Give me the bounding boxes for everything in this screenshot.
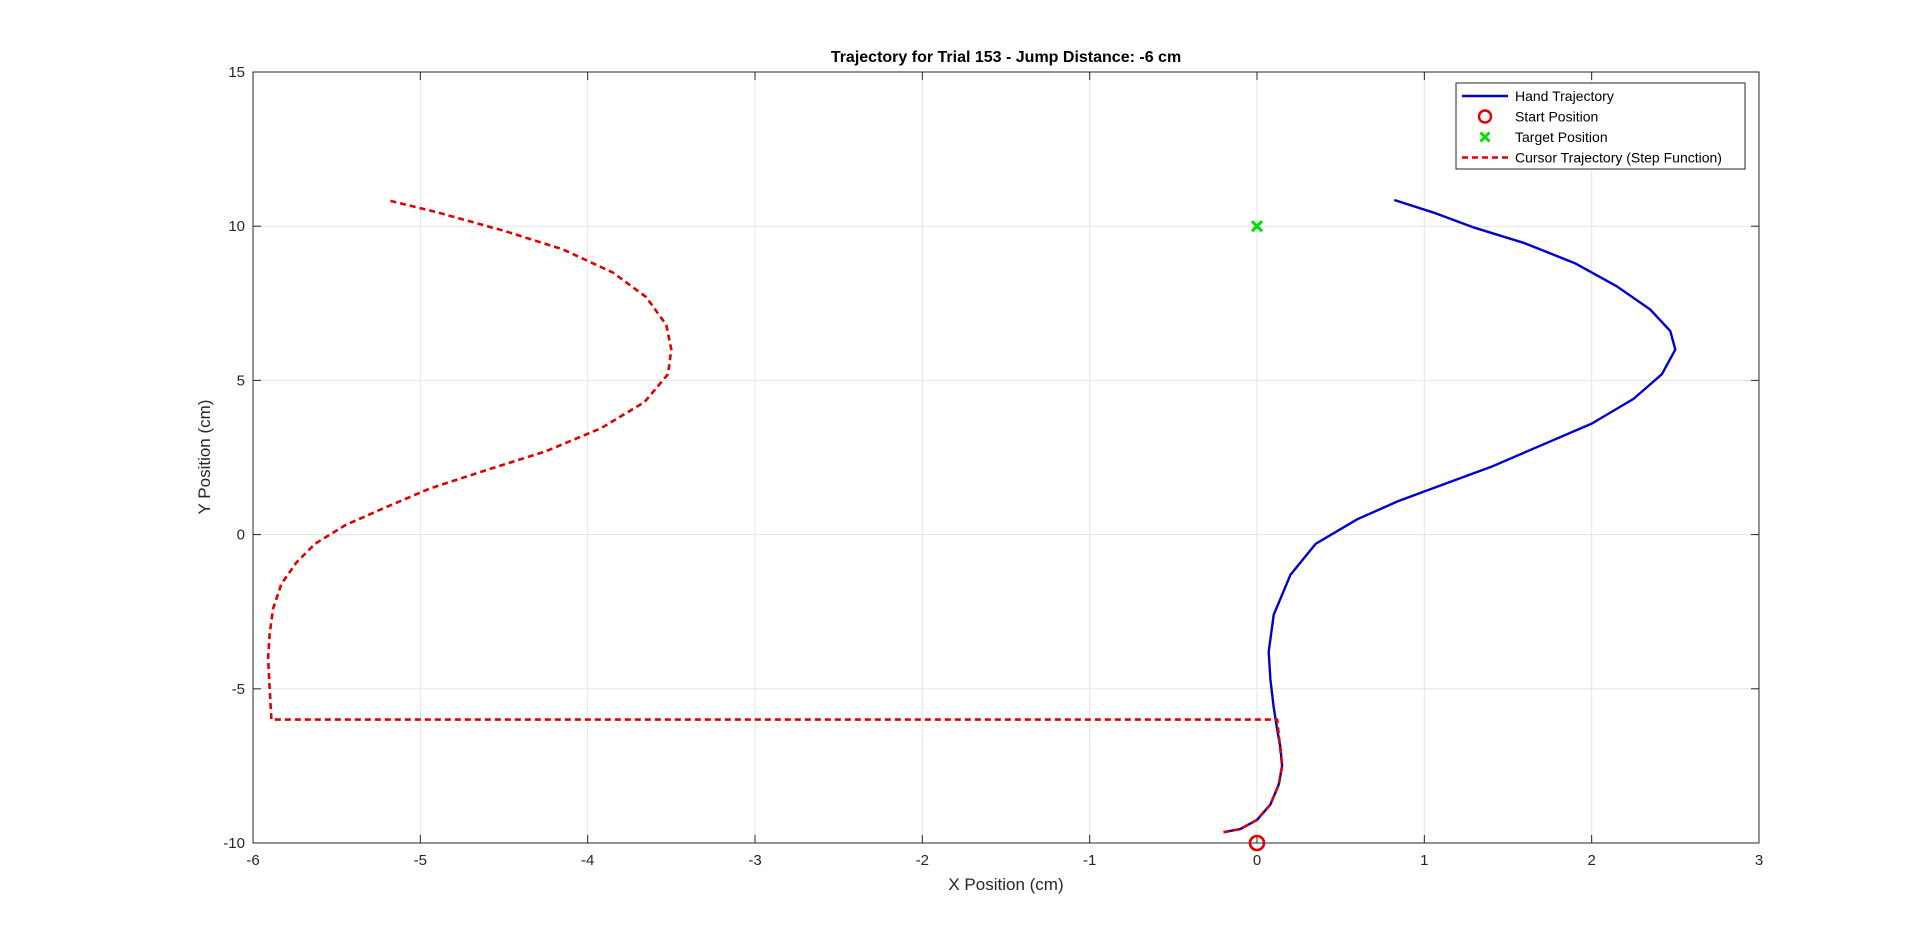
x-tick-label: 2 [1587,852,1595,869]
y-tick-label: 15 [228,64,245,81]
legend-label: Hand Trajectory [1515,88,1614,104]
y-tick-label: 0 [237,527,245,544]
x-tick-label: -2 [916,852,929,869]
x-axis-label: X Position (cm) [948,875,1063,894]
x-tick-label: 1 [1420,852,1428,869]
x-tick-label: 3 [1755,852,1763,869]
x-tick-label: -5 [414,852,427,869]
legend-swatch-target [1479,131,1491,143]
hand-trajectory-line [1223,198,1677,834]
x-tick-label: -1 [1083,852,1096,869]
legend-swatch-start [1477,109,1493,124]
x-tick-label: -4 [581,852,594,869]
x-tick-label: -3 [748,852,761,869]
legend-label: Target Position [1515,129,1608,145]
x-tick-label: 0 [1253,852,1261,869]
plot-data [266,198,1677,852]
legend-box [1455,82,1746,170]
start-position-marker [1248,834,1266,852]
y-tick-label: -5 [232,681,245,698]
y-axis-label: Y Position (cm) [195,400,214,515]
target-position-marker [1250,220,1264,233]
chart-title: Trajectory for Trial 153 - Jump Distance… [831,49,1181,66]
y-tick-label: 5 [237,372,245,389]
y-tick-label: -10 [223,835,245,852]
legend-label: Start Position [1515,109,1598,125]
grid [252,71,1760,844]
plot-frame [252,71,1760,844]
x-tick-label: -6 [246,852,259,869]
legend-label: Cursor Trajectory (Step Function) [1515,150,1722,166]
legend: Hand Trajectory Start Position Target Posi… [1455,82,1746,170]
cursor-trajectory-line [266,198,1284,834]
y-tick-label: 10 [228,218,245,235]
